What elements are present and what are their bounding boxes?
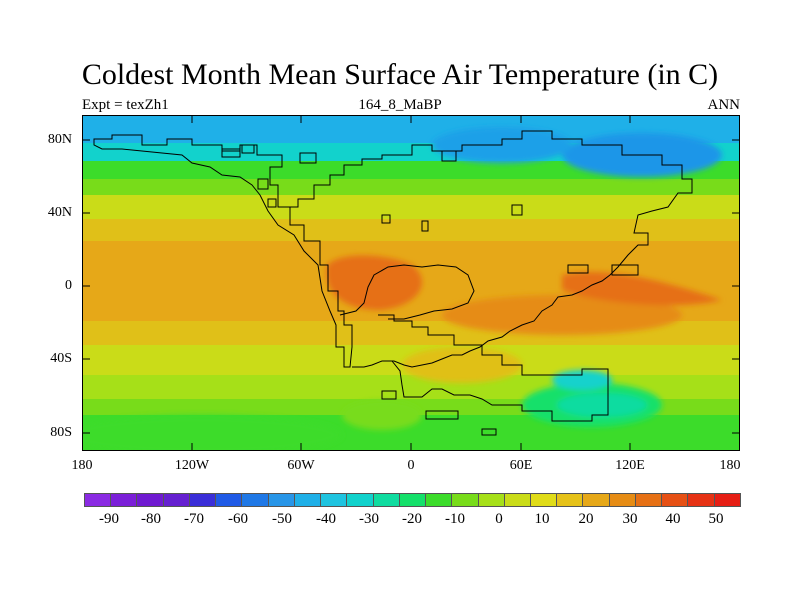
legend-color-box (136, 493, 164, 507)
map-title: Coldest Month Mean Surface Air Temperatu… (81, 58, 719, 91)
legend-color-box (477, 493, 505, 507)
legend-label: -20 (402, 511, 422, 527)
legend-label: -70 (184, 511, 204, 527)
period-label: 164_8_MaBP (358, 97, 442, 113)
legend-color-box (425, 493, 453, 507)
legend-color-box (556, 493, 584, 507)
legend-color-box (634, 493, 663, 507)
legend-color-box (661, 493, 689, 507)
legend-color-box (713, 493, 741, 507)
legend-label: 0 (495, 511, 503, 527)
lat-label-0: 0 (65, 278, 72, 293)
lon-label-120w: 120W (174, 458, 210, 473)
legend-color-box (188, 493, 217, 507)
lon-label-180e: 180 (719, 458, 741, 473)
legend-label: 20 (578, 511, 594, 527)
legend-color-box (84, 493, 112, 507)
lon-label-60e: 60E (509, 458, 533, 473)
lat-label-40n: 40N (47, 205, 72, 220)
legend-color-box (215, 493, 243, 507)
lon-label-180w: 180 (71, 458, 93, 473)
legend-color-box (110, 493, 138, 507)
legend-color-box (451, 493, 479, 507)
legend-color-box (346, 493, 374, 507)
legend-label: -80 (141, 511, 161, 527)
season-label: ANN (707, 97, 741, 113)
legend-label: -50 (272, 511, 292, 527)
legend-color-box (529, 493, 558, 507)
legend-label: -60 (228, 511, 248, 527)
legend-color-box (582, 493, 610, 507)
legend-color-box (162, 493, 190, 507)
color-legend-bar (84, 493, 741, 507)
lat-label-80n: 80N (47, 132, 72, 147)
legend-color-box (320, 493, 348, 507)
legend-label: -40 (316, 511, 336, 527)
legend-label: -10 (445, 511, 465, 527)
legend-label: 50 (708, 511, 724, 527)
legend-color-box (503, 493, 531, 507)
lon-label-60w: 60W (287, 458, 315, 473)
legend-label: -90 (99, 511, 119, 527)
legend-label: 40 (665, 511, 681, 527)
legend-label: 10 (534, 511, 550, 527)
temperature-field (82, 115, 740, 451)
legend-color-box (608, 493, 636, 507)
lat-label-40s: 40S (50, 351, 72, 366)
experiment-label: Expt = texZh1 (82, 97, 169, 113)
legend-color-box (241, 493, 269, 507)
legend-label: 30 (622, 511, 638, 527)
legend-color-box (687, 493, 715, 507)
lon-label-0: 0 (407, 458, 415, 473)
lon-label-120e: 120E (615, 458, 645, 473)
legend-label: -30 (359, 511, 379, 527)
legend-color-box (293, 493, 322, 507)
legend-color-box (398, 493, 427, 507)
legend-color-box (267, 493, 295, 507)
temperature-map (82, 115, 740, 451)
legend-color-box (372, 493, 400, 507)
lat-label-80s: 80S (50, 425, 72, 440)
